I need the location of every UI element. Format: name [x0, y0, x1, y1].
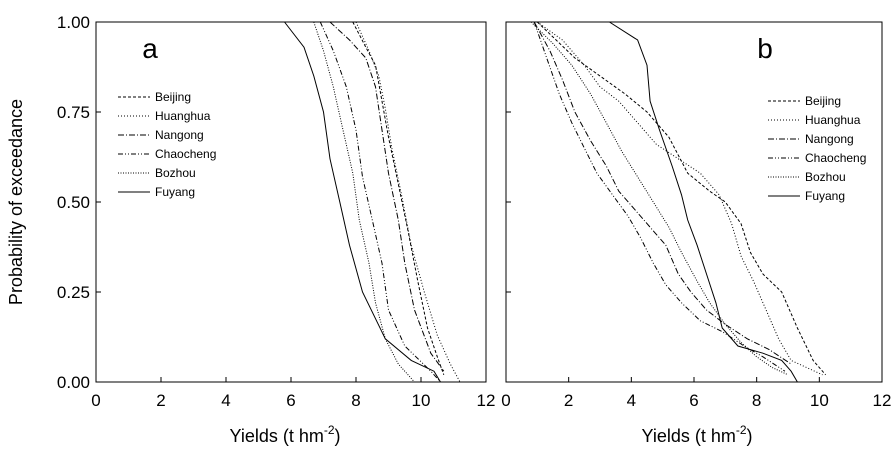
legend-label-bozhou: Bozhou — [805, 170, 846, 184]
y-tick-label: 0.50 — [57, 193, 90, 212]
x-tick-label: 6 — [286, 391, 295, 410]
legend-label-fuyang: Fuyang — [805, 189, 845, 203]
y-tick-label: 0.25 — [57, 283, 90, 302]
legend-label-beijing: Beijing — [155, 90, 191, 104]
x-axis-title-a-prefix: Yields (t hm — [229, 426, 323, 446]
x-tick-label: 12 — [477, 391, 496, 410]
x-tick-label: 6 — [689, 391, 698, 410]
series-line-huanghua — [537, 21, 823, 376]
x-axis-title-b-suffix: ) — [747, 426, 753, 446]
panel-letter: b — [757, 33, 773, 64]
series-line-bozhou — [530, 21, 789, 376]
series-line-chaocheng — [319, 21, 441, 383]
panel-b: 0 2 4 6 8 10 12 Beijing Huanghua Nangong Chaocheng… — [501, 21, 892, 410]
x-tick-label: 0 — [91, 391, 100, 410]
y-tick-label: 1.00 — [57, 13, 90, 32]
legend-label-beijing: Beijing — [805, 94, 841, 108]
x-tick-label: 4 — [627, 391, 636, 410]
series-line-beijing — [536, 21, 826, 376]
series-line-fuyang — [609, 21, 798, 383]
x-axis-title-a-suffix: ) — [335, 426, 341, 446]
x-tick-label: 2 — [564, 391, 573, 410]
y-axis-title: Probability of exceedance — [6, 99, 26, 305]
x-tick-label: 0 — [501, 391, 510, 410]
legend-label-nangong: Nangong — [805, 132, 854, 146]
series-line-chaocheng — [533, 21, 786, 372]
series-line-beijing — [352, 21, 445, 375]
x-tick-label: 10 — [412, 391, 431, 410]
legend-label-chaocheng: Chaocheng — [155, 147, 216, 161]
panel-letter: a — [142, 33, 158, 64]
legend-label-huanghua: Huanghua — [155, 109, 211, 123]
x-axis-title-b-prefix: Yields (t hm — [641, 426, 735, 446]
x-axis-title-a: Yields (t hm-2) — [229, 423, 340, 446]
x-axis-title-b-sup: -2 — [736, 423, 747, 437]
y-tick-label: 0.75 — [57, 103, 90, 122]
x-tick-label: 12 — [873, 391, 892, 410]
legend-label-nangong: Nangong — [155, 128, 204, 142]
x-tick-label: 10 — [810, 391, 829, 410]
x-tick-label: 8 — [752, 391, 761, 410]
series-line-fuyang — [284, 21, 441, 383]
legend-label-bozhou: Bozhou — [155, 166, 196, 180]
series-line-bozhou — [313, 21, 415, 383]
legend-label-fuyang: Fuyang — [155, 185, 195, 199]
legend-label-chaocheng: Chaocheng — [805, 151, 866, 165]
panel-a: 0 2 4 6 8 10 12 0.00 0.25 0.50 0.75 1.00 Beijing Huan… — [57, 13, 496, 410]
legend-label-huanghua: Huanghua — [805, 113, 861, 127]
x-tick-label: 2 — [156, 391, 165, 410]
x-tick-label: 4 — [221, 391, 230, 410]
x-axis-title-a-sup: -2 — [324, 423, 335, 437]
series-line-nangong — [533, 21, 792, 365]
x-axis-title-b: Yields (t hm-2) — [641, 423, 752, 446]
x-tick-label: 8 — [351, 391, 360, 410]
series-line-nangong — [329, 21, 445, 372]
y-tick-label: 0.00 — [57, 373, 90, 392]
